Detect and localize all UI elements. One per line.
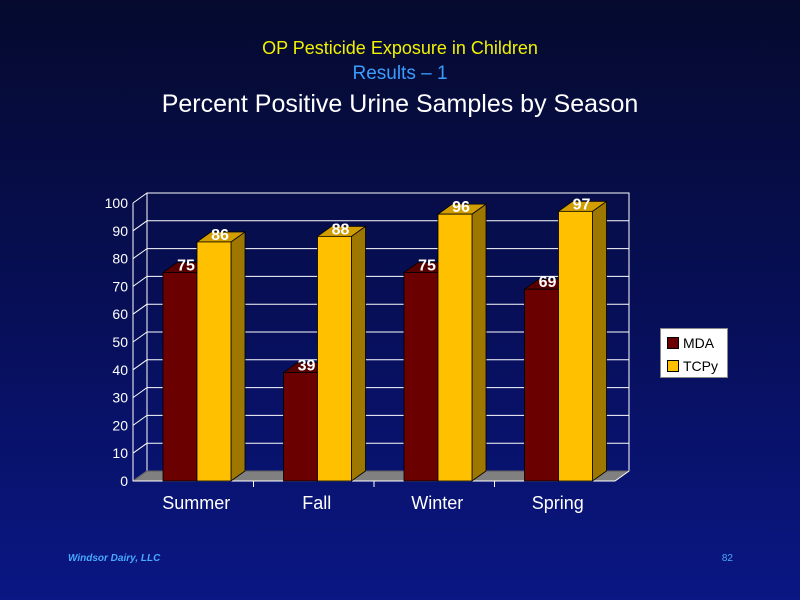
x-tick-label: Winter [411, 493, 463, 513]
legend-swatch-tcpy [667, 360, 679, 372]
y-tick-label: 90 [112, 223, 128, 239]
x-tick-label: Summer [162, 493, 230, 513]
data-label: 69 [539, 274, 557, 291]
page-number: 82 [721, 553, 733, 564]
data-label: 39 [298, 358, 316, 375]
gridline-diag [132, 275, 148, 287]
bar-mda-winter [403, 272, 439, 482]
legend-swatch-mda [667, 337, 679, 349]
bar-mda-spring [524, 288, 559, 482]
x-axis-depth [614, 470, 630, 482]
gridline-diag [132, 414, 148, 426]
bar-side [471, 203, 487, 482]
chart-legend: MDA TCPy [660, 328, 728, 378]
data-label: 97 [573, 196, 591, 213]
data-label: 86 [211, 227, 229, 244]
y-tick-label: 30 [112, 390, 128, 406]
y-tick-label: 70 [112, 278, 128, 294]
gridline-diag [132, 359, 148, 371]
legend-label-mda: MDA [683, 335, 715, 351]
bar-side [230, 231, 246, 482]
gridline-diag [132, 442, 148, 454]
bar-mda-fall [283, 372, 318, 482]
gridline-diag [132, 331, 148, 343]
data-label: 75 [418, 258, 436, 275]
bar-tcpy-spring [558, 210, 593, 482]
x-tick-label: Fall [302, 493, 331, 513]
bar-side [351, 225, 366, 482]
y-tick-label: 100 [105, 195, 129, 211]
data-label: 75 [177, 258, 195, 275]
bar-tcpy-fall [317, 235, 352, 482]
gridline-diag [132, 387, 148, 399]
data-label: 96 [452, 199, 470, 216]
y-tick-label: 50 [112, 334, 128, 350]
legend-item-mda: MDA [667, 335, 714, 351]
y-tick-label: 10 [112, 445, 128, 461]
y-tick-label: 0 [120, 473, 128, 489]
y-tick-label: 60 [112, 306, 128, 322]
slide-title-line2: Results – 1 [352, 63, 448, 84]
y-tick-label: 20 [112, 417, 128, 433]
slide-title-line1: OP Pesticide Exposure in Children [262, 38, 538, 58]
y-tick-label: 80 [112, 251, 128, 267]
y-tick-label: 40 [112, 362, 128, 378]
gridline-diag [132, 303, 148, 315]
legend-label-tcpy: TCPy [683, 358, 718, 374]
bar-mda-summer [162, 272, 198, 482]
gridline-diag [132, 192, 148, 204]
gridline-diag [132, 248, 148, 260]
bar-tcpy-summer [196, 241, 232, 482]
data-label: 88 [332, 221, 350, 238]
slide-title-line3: Percent Positive Urine Samples by Season [161, 90, 639, 118]
x-tick-label: Spring [532, 493, 584, 513]
footer-company: Windsor Dairy, LLC [68, 553, 161, 564]
bar-side [592, 200, 607, 482]
bar-tcpy-winter [437, 213, 473, 482]
gridline-diag [132, 220, 148, 232]
legend-item-tcpy: TCPy [667, 358, 718, 374]
